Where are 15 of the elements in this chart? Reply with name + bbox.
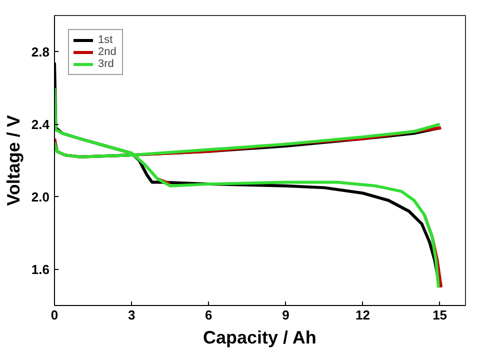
x-tick-label: 15: [432, 308, 448, 322]
x-tick-label: 9: [282, 308, 290, 322]
y-axis-title: Voltage / V: [3, 115, 24, 206]
legend-label: 2nd: [98, 46, 118, 58]
y-tick-label: 1.6: [31, 262, 50, 277]
y-tick-label: 2.8: [31, 44, 50, 60]
x-tick-label: 12: [356, 308, 370, 322]
x-tick-label: 0: [50, 308, 58, 322]
legend-label: 3rd: [98, 58, 115, 70]
x-tick-label: 6: [205, 308, 212, 322]
x-tick-label: 3: [128, 308, 136, 322]
y-tick-label: 2.4: [31, 116, 50, 132]
legend-label: 1st: [98, 34, 114, 46]
x-axis-title: Capacity / Ah: [202, 328, 316, 348]
y-tick-label: 2.0: [31, 189, 50, 204]
